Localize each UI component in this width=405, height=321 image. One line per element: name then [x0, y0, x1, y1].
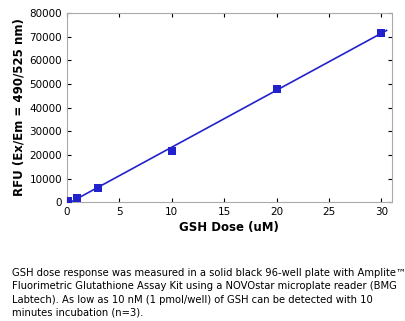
Y-axis label: RFU (Ex/Em = 490/525 nm): RFU (Ex/Em = 490/525 nm)	[12, 19, 25, 196]
Point	[95, 186, 101, 191]
Point	[377, 30, 384, 36]
Point	[74, 195, 81, 201]
X-axis label: GSH Dose (uM): GSH Dose (uM)	[179, 221, 279, 234]
Point	[65, 198, 71, 204]
Point	[168, 149, 175, 154]
Text: GSH dose response was measured in a solid black 96-well plate with Amplite™
Fluo: GSH dose response was measured in a soli…	[12, 268, 405, 318]
Point	[273, 86, 279, 91]
